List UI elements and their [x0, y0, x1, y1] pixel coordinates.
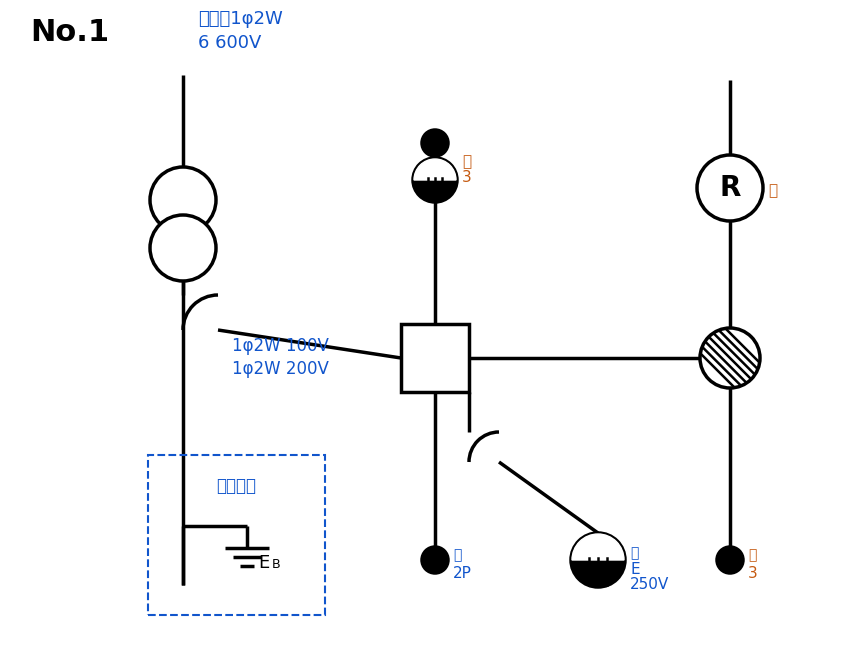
Circle shape — [700, 328, 760, 388]
Circle shape — [697, 155, 763, 221]
Text: 6 600V: 6 600V — [198, 34, 262, 52]
Circle shape — [571, 533, 625, 587]
Wedge shape — [414, 159, 456, 180]
Circle shape — [413, 158, 457, 202]
Text: イ: イ — [768, 183, 777, 198]
Text: B: B — [272, 558, 280, 571]
Text: 250V: 250V — [630, 577, 669, 592]
Text: 3: 3 — [462, 170, 472, 185]
Circle shape — [150, 215, 216, 281]
Text: ロ: ロ — [630, 546, 638, 560]
Wedge shape — [572, 534, 624, 560]
Text: No.1: No.1 — [30, 18, 109, 47]
Circle shape — [422, 130, 448, 156]
Circle shape — [150, 167, 216, 233]
Text: 1φ2W 200V: 1φ2W 200V — [232, 360, 329, 378]
Text: E: E — [258, 554, 269, 572]
Text: 2P: 2P — [453, 566, 472, 581]
Circle shape — [422, 547, 448, 573]
Text: 施工省略: 施工省略 — [216, 477, 256, 495]
Bar — [401, 324, 469, 392]
Text: イ: イ — [748, 548, 756, 562]
Text: E: E — [630, 562, 640, 577]
Text: R: R — [720, 174, 740, 202]
Text: 3: 3 — [748, 566, 758, 581]
Circle shape — [717, 547, 743, 573]
Text: ロ: ロ — [453, 548, 462, 562]
Text: 1φ2W 100V: 1φ2W 100V — [232, 337, 329, 355]
Text: 電源　1φ2W: 電源 1φ2W — [198, 10, 283, 28]
Bar — [148, 455, 325, 615]
Text: イ: イ — [462, 154, 471, 169]
